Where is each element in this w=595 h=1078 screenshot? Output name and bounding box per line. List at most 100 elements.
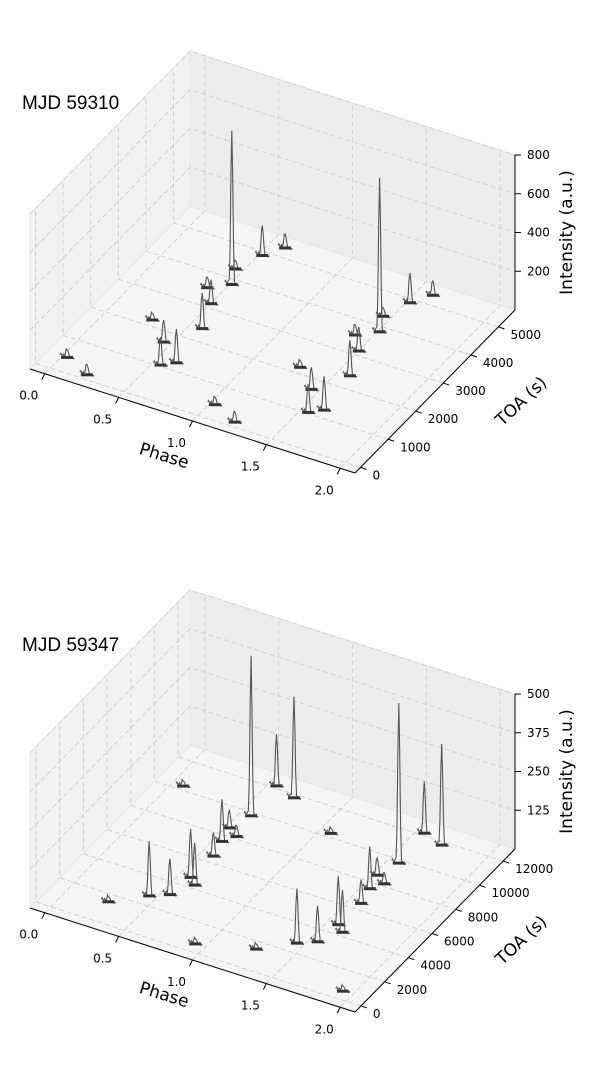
gridline-y xyxy=(35,746,362,1007)
y-tick-label: 8000 xyxy=(468,910,499,924)
pulse-base xyxy=(189,942,202,946)
x-tick-mark xyxy=(189,959,193,967)
y-tick-mark xyxy=(479,884,486,888)
y-tick-mark xyxy=(502,860,510,864)
gridline-z xyxy=(29,705,516,870)
gridline-x xyxy=(44,55,206,375)
pulse-base xyxy=(426,293,439,297)
gridline-z xyxy=(29,89,516,254)
pulse-base xyxy=(418,831,431,835)
z-tick-label: 400 xyxy=(527,226,550,240)
x-tick-mark xyxy=(115,397,120,404)
pulse-base xyxy=(177,784,190,788)
gridline-y xyxy=(106,674,433,934)
z-tick-label: 200 xyxy=(527,264,550,278)
y-tick-mark xyxy=(415,410,422,414)
pulse-base xyxy=(80,373,93,377)
chart-title: MJD 59347 xyxy=(22,635,120,656)
gridline-z xyxy=(29,628,516,793)
x-tick-mark xyxy=(41,912,46,919)
pulse-base xyxy=(205,302,218,306)
pulse-base xyxy=(223,826,236,830)
gridline-x xyxy=(339,150,501,469)
pulse-base xyxy=(250,947,263,951)
y-tick-mark xyxy=(470,354,478,358)
plot-svg: 0.0 0.5 1.0 1.5 2.0 0 2000 4000 6000 8000 10000 120… xyxy=(19,588,577,1036)
pulse-base xyxy=(349,333,361,337)
y-tick-label: 4000 xyxy=(483,356,514,370)
y-tick-label: 2000 xyxy=(428,412,459,426)
tick-labels: 0.0 0.5 1.0 1.5 2.0 0 1000 2000 3000 4000 5000 200 4… xyxy=(19,148,550,497)
x-tick-label: 0.5 xyxy=(93,412,112,426)
x-tick-label: 2.0 xyxy=(315,1022,334,1036)
chart-title: MJD 59310 xyxy=(22,93,120,114)
y-axis-label: TOA (s) xyxy=(491,912,551,970)
pulse-base xyxy=(373,330,386,334)
pulse-base xyxy=(336,989,349,993)
gridline-z xyxy=(29,127,516,292)
gridline-y xyxy=(117,124,444,384)
pulse-base xyxy=(363,887,376,891)
pulse-traces xyxy=(100,655,450,994)
y-tick-label: 1000 xyxy=(400,440,431,454)
y-tick-label: 10000 xyxy=(491,886,529,900)
pulse-base xyxy=(270,784,283,788)
x-tick-mark xyxy=(336,1007,341,1014)
grid-lines xyxy=(29,50,516,469)
x-tick-mark xyxy=(336,468,341,475)
pulse-base xyxy=(294,365,307,369)
y-tick-mark xyxy=(360,466,367,470)
z-axis-label: Intensity (a.u.) xyxy=(557,709,577,834)
tick-labels: 0.0 0.5 1.0 1.5 2.0 0 2000 4000 6000 8000 10000 120… xyxy=(19,687,553,1036)
x-tick-mark xyxy=(262,983,267,990)
gridline-y xyxy=(153,626,480,886)
y-tick-mark xyxy=(408,957,415,961)
y-tick-label: 0 xyxy=(373,1007,381,1021)
z-tick-label: 600 xyxy=(527,187,550,201)
gridline-y xyxy=(90,152,416,412)
pulse-base xyxy=(188,883,201,887)
pulse-base xyxy=(201,286,214,290)
x-tick-mark xyxy=(189,420,193,428)
x-tick-label: 1.0 xyxy=(167,975,186,989)
x-tick-label: 1.5 xyxy=(241,460,260,474)
y-axis-line xyxy=(354,309,516,474)
z-tick-label: 125 xyxy=(527,803,550,817)
gridline-y xyxy=(59,722,385,983)
gridline-x xyxy=(266,126,427,445)
gridline-x xyxy=(44,594,206,914)
pulse-base xyxy=(207,854,220,858)
pulse-base xyxy=(318,408,331,412)
pulse-base xyxy=(170,361,183,365)
gridline-y xyxy=(130,650,456,910)
y-tick-label: 3000 xyxy=(455,384,486,398)
pulse-base xyxy=(302,410,315,414)
pulse-base xyxy=(377,314,390,318)
pulse-base xyxy=(279,246,292,250)
gridline-y xyxy=(145,95,472,356)
y-tick-label: 12000 xyxy=(515,862,553,876)
gridline-x xyxy=(339,689,501,1008)
y-tick-mark xyxy=(431,933,439,936)
gridline-x xyxy=(118,79,280,398)
pulse-base xyxy=(305,387,318,391)
y-tick-label: 2000 xyxy=(397,983,428,997)
pulse-base xyxy=(355,901,368,905)
z-tick-label: 800 xyxy=(527,148,550,162)
pulse-base xyxy=(336,930,349,934)
pulse-base xyxy=(324,831,337,835)
y-tick-mark xyxy=(384,981,391,985)
x-tick-mark xyxy=(41,373,46,380)
y-tick-mark xyxy=(387,438,395,442)
x-tick-label: 0.0 xyxy=(19,389,38,403)
x-tick-label: 0.0 xyxy=(19,928,38,942)
x-tick-label: 1.0 xyxy=(167,436,186,450)
pulse-base xyxy=(61,355,74,359)
x-tick-label: 0.5 xyxy=(93,951,112,965)
gridline-y xyxy=(35,208,361,468)
pulse-base xyxy=(208,403,221,407)
pulse-base xyxy=(245,814,258,818)
gridline-z xyxy=(29,666,516,831)
pulse-base xyxy=(102,900,115,904)
x-tick-label: 2.0 xyxy=(315,483,334,497)
